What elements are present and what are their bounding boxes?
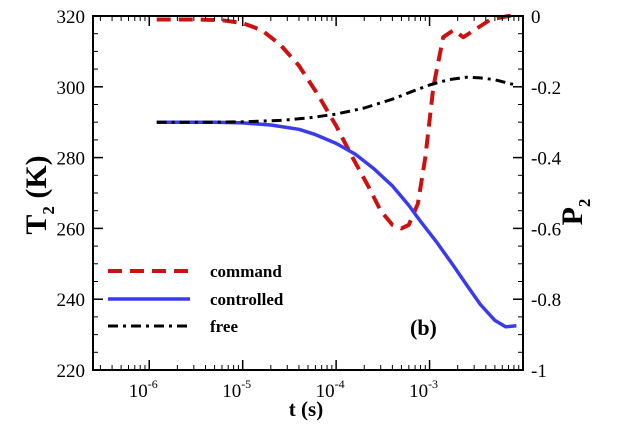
series-line-command (156, 14, 519, 231)
legend-label-free: free (210, 317, 238, 336)
y-left-main: T (20, 215, 53, 235)
y-right-tick-label: 0 (531, 7, 541, 28)
y-left-tick-label: 320 (57, 7, 86, 28)
series-line-controlled (156, 120, 517, 329)
x-tick-label: 10-5 (222, 377, 251, 402)
y-left-tick-label: 300 (57, 78, 86, 99)
y-right-tick-label: -1 (531, 361, 547, 382)
y-right-tick-label: -0.8 (531, 290, 561, 311)
y-left-tick-label: 260 (57, 219, 86, 240)
legend: command controlled free (108, 262, 284, 336)
y-right-tick-label: -0.6 (531, 219, 561, 240)
y-left-tick-label: 240 (57, 290, 86, 311)
y-axis-left-title: T2 (K) (20, 155, 58, 234)
ticks-layer: 10-6 10-5 10-4 10-3 220 240 260 280 300 320 -1 -0.8… (57, 7, 562, 402)
series-line-free (156, 75, 517, 124)
legend-label-command: command (210, 262, 282, 281)
y-right-main: P (556, 207, 589, 225)
y-axis-right-title: P2 (556, 199, 594, 226)
y-left-tick-label: 220 (57, 361, 86, 382)
legend-label-controlled: controlled (210, 290, 284, 309)
series-layer (156, 14, 519, 329)
x-tick-label: 10-6 (129, 377, 158, 402)
panel-label: (b) (410, 315, 437, 340)
x-tick-label: 10-4 (316, 377, 345, 402)
y-left-sub: 2 (39, 206, 58, 215)
y-right-sub: 2 (575, 199, 594, 208)
y-right-tick-label: -0.2 (531, 78, 561, 99)
y-right-tick-label: -0.4 (531, 149, 562, 170)
x-tick-label: 10-3 (409, 377, 438, 402)
x-axis-title: t (s) (289, 397, 323, 421)
plot-frame (92, 15, 524, 371)
y-left-unit: (K) (20, 155, 53, 206)
y-left-tick-label: 280 (57, 149, 86, 170)
